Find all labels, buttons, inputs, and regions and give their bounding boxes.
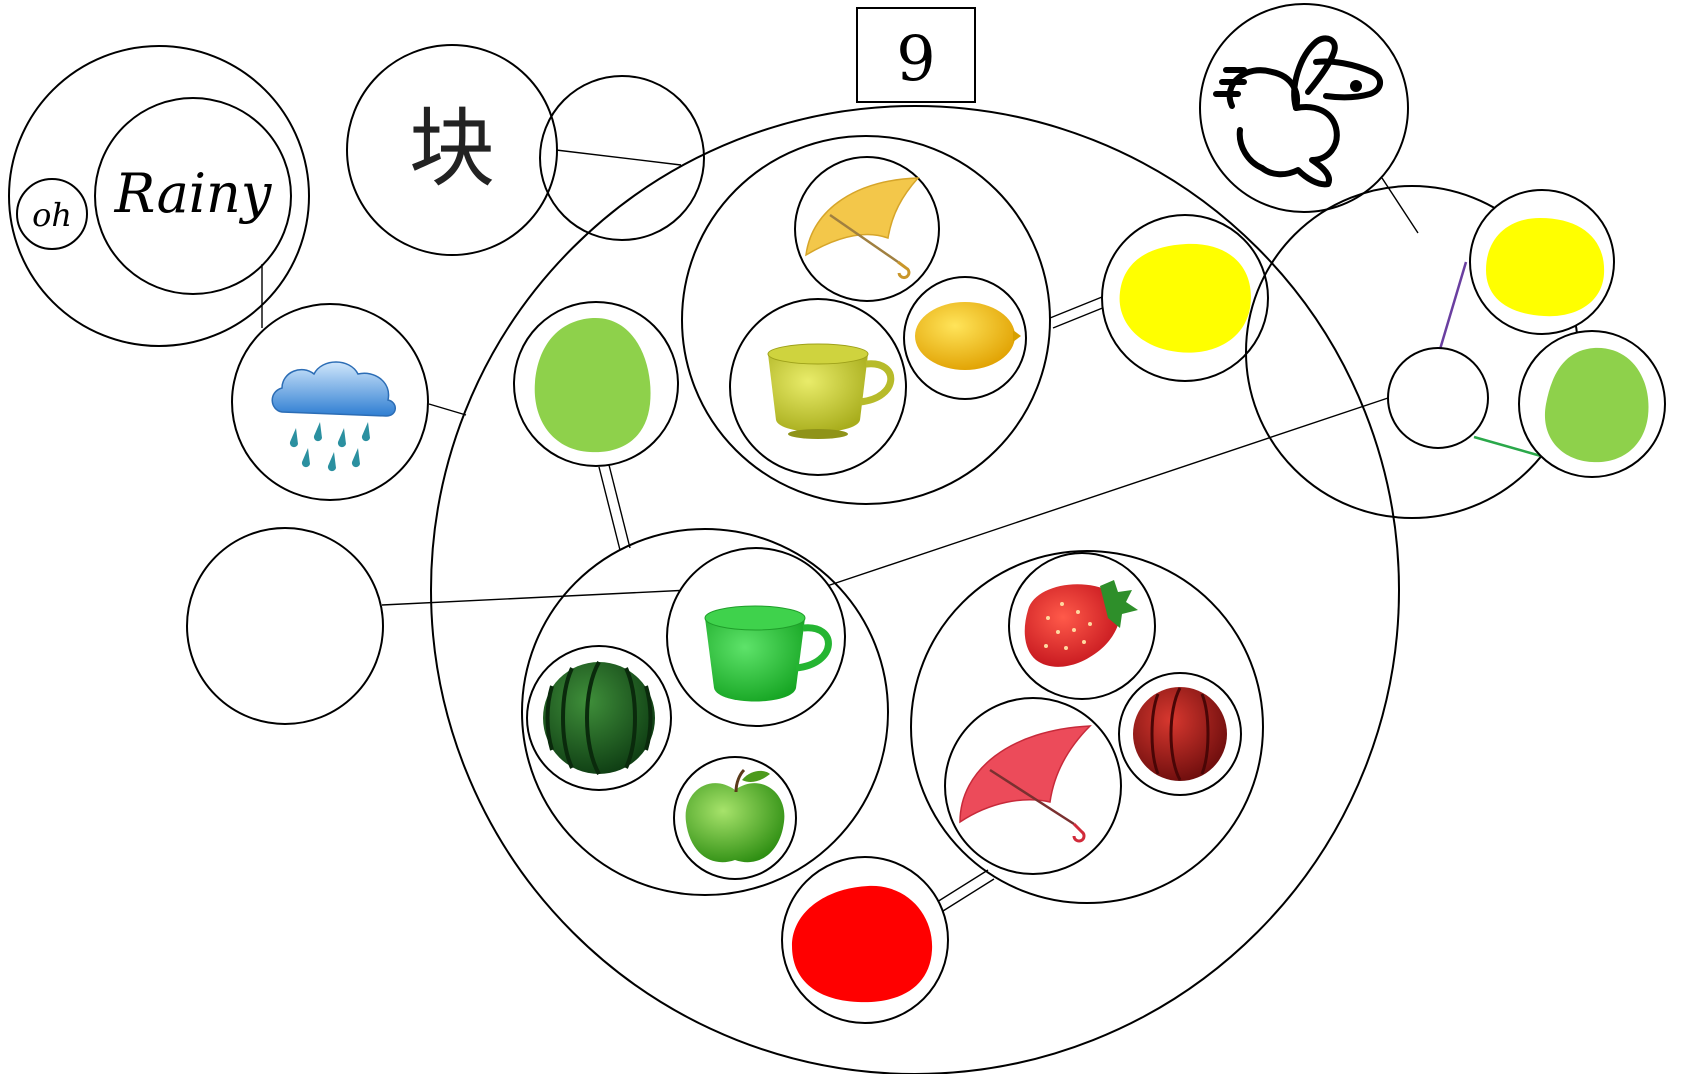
edge-cup-to-right-cluster <box>814 397 1389 591</box>
rabbit-icon <box>1213 35 1383 188</box>
yellow-umbrella-icon <box>805 177 920 280</box>
word-rainy-label: Rainy <box>114 162 273 225</box>
watermelon-icon <box>543 661 655 775</box>
main-circle <box>430 105 1400 1074</box>
title-number: 9 <box>896 22 935 95</box>
edge-char-to-main <box>555 149 682 166</box>
edge-red-to-group-b <box>942 878 995 912</box>
empty-circle-left <box>186 527 384 725</box>
right-green-blob <box>1544 347 1649 463</box>
yellow-cup-icon <box>767 343 895 439</box>
empty-circle-top <box>539 75 705 241</box>
strawberry-icon <box>1024 580 1138 667</box>
char-label: 块 <box>409 99 495 199</box>
edge-red-to-group-a <box>936 869 989 903</box>
red-group-circle <box>910 550 1264 904</box>
word-rainy-circle <box>94 97 292 295</box>
red-umbrella-icon <box>959 725 1092 843</box>
green-blob <box>534 317 651 453</box>
green-group-circle <box>521 528 889 896</box>
yellow-blob <box>1119 243 1251 353</box>
edge-purple <box>1436 261 1468 357</box>
right-empty-circle <box>1387 347 1489 449</box>
edge-green-blob-to-cluster-b <box>608 464 631 549</box>
edge-green-blob-to-cluster-a <box>598 466 621 551</box>
title-box <box>856 7 976 103</box>
edge-green <box>1473 435 1549 460</box>
red-blob <box>792 885 933 1003</box>
yellow-group-circle <box>681 135 1051 505</box>
char-circle <box>346 44 558 256</box>
word-outer-circle <box>8 45 310 347</box>
edge-group-to-yellow-b <box>1052 306 1106 329</box>
right-yellow-blob <box>1486 218 1605 317</box>
edge-group-to-yellow-a <box>1049 296 1103 319</box>
edge-cloud-to-main <box>428 403 467 416</box>
lemon-icon <box>915 302 1021 370</box>
green-cup-icon <box>704 605 832 702</box>
rabbit-circle <box>1199 3 1409 213</box>
word-oh-label: oh <box>32 196 72 234</box>
edge-empty-to-cup <box>381 589 691 606</box>
red-watermelon-icon <box>1133 687 1227 781</box>
green-apple-icon <box>685 768 785 863</box>
rain-cloud-icon <box>271 361 396 472</box>
word-oh-circle <box>16 178 88 250</box>
